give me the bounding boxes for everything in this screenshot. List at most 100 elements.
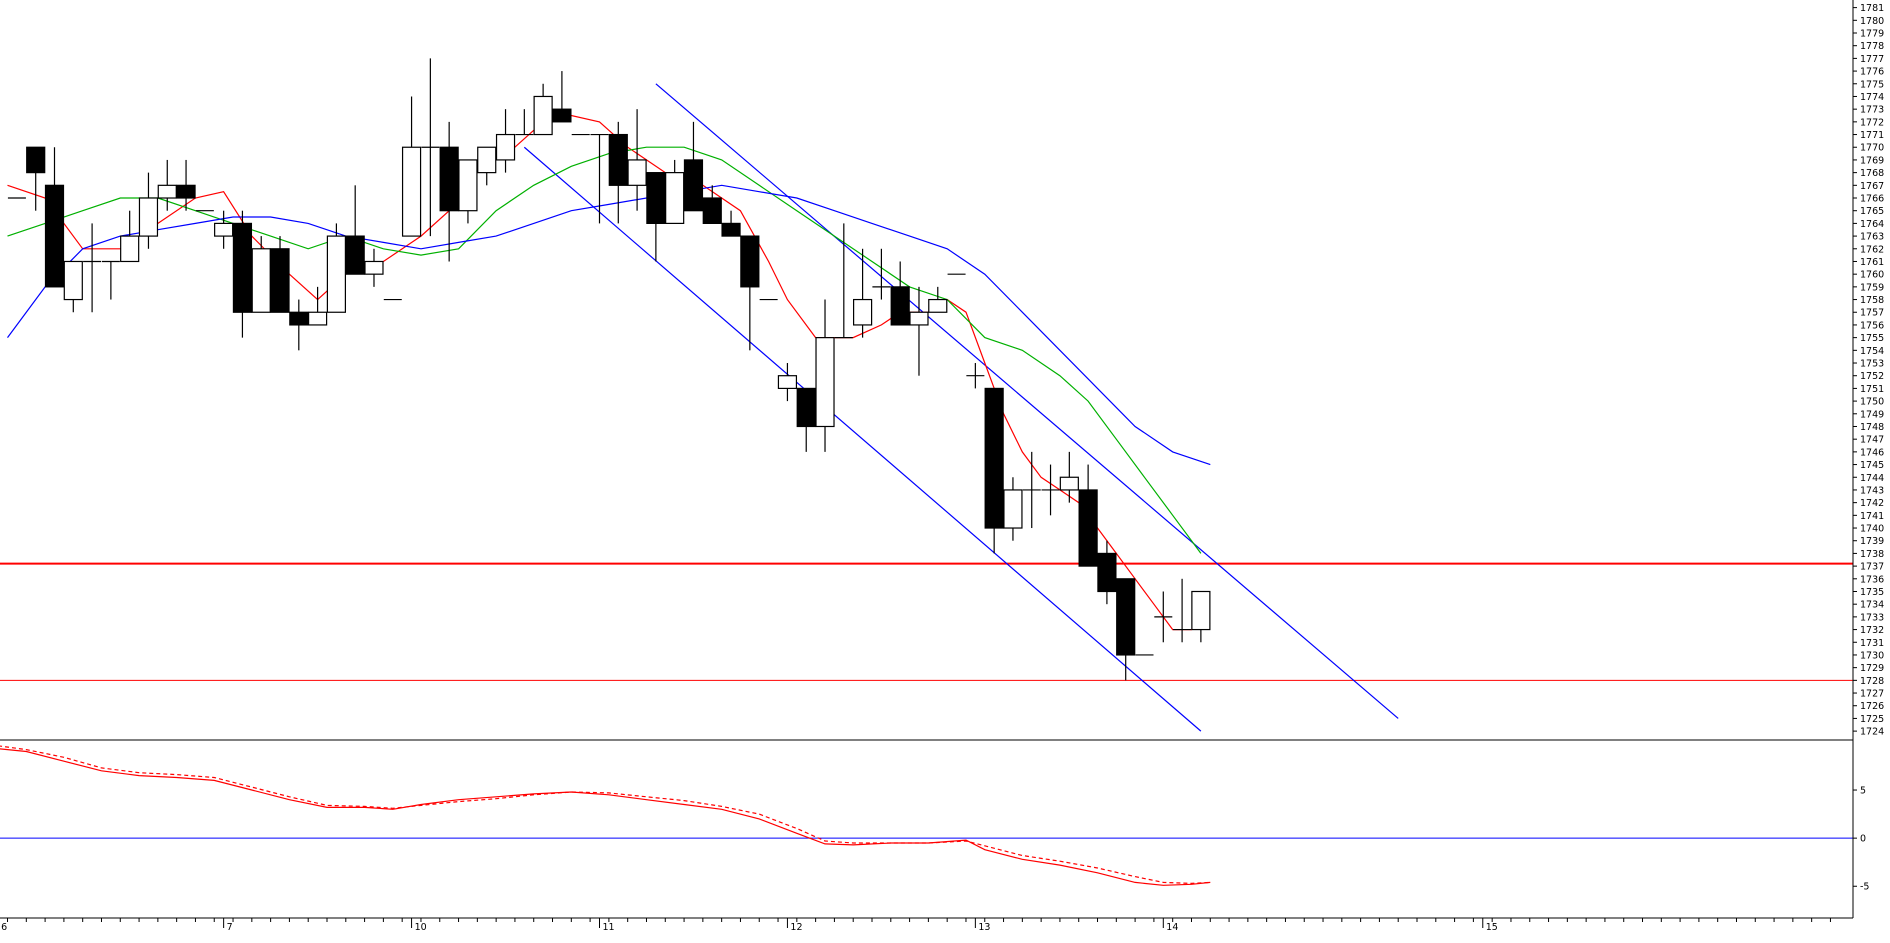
candle-body <box>63 260 83 301</box>
price-axis-label: 1726 <box>1860 701 1884 712</box>
price-axis-label: 1770 <box>1860 143 1884 154</box>
price-axis-label: 1757 <box>1860 308 1884 319</box>
moving-average-line <box>7 184 1211 466</box>
price-axis-label: 1761 <box>1860 257 1884 268</box>
candle <box>214 210 234 249</box>
price-axis-label: 1734 <box>1860 600 1884 611</box>
price-axis-label: 1728 <box>1860 676 1884 687</box>
price-axis-label: 1741 <box>1860 511 1884 522</box>
price-axis-label: 1772 <box>1860 117 1884 128</box>
candle <box>326 223 346 313</box>
candle-body <box>853 298 873 326</box>
candle-body <box>1097 552 1117 593</box>
candle <box>740 235 760 351</box>
price-axis-label: 1725 <box>1860 714 1884 725</box>
candle-body <box>533 95 553 136</box>
price-axis-label: 1745 <box>1860 460 1884 471</box>
price-axis-label: 1749 <box>1860 409 1884 420</box>
candle <box>590 133 609 224</box>
candle <box>439 121 459 262</box>
candle-body <box>364 260 384 275</box>
candle-body <box>721 222 741 237</box>
price-axis-label: 1752 <box>1860 371 1884 382</box>
candle-body <box>232 222 253 313</box>
price-axis-label: 1739 <box>1860 536 1884 547</box>
candle <box>552 71 572 123</box>
candle <box>872 248 891 300</box>
candle <box>44 147 65 288</box>
price-axis-label: 1751 <box>1860 384 1884 395</box>
price-axis-label: 1760 <box>1860 270 1884 281</box>
candle-body <box>401 146 422 237</box>
time-axis-label: 7 <box>227 922 233 933</box>
candle <box>364 248 384 287</box>
price-axis-label: 1735 <box>1860 587 1884 598</box>
price-axis-label: 1746 <box>1860 447 1884 458</box>
price-axis-label: 1750 <box>1860 397 1884 408</box>
candle-body <box>1003 489 1023 529</box>
time-axis-label: 6 <box>1 922 7 933</box>
candle <box>1116 578 1136 681</box>
candle <box>1154 591 1173 643</box>
candle <box>721 210 741 237</box>
candle <box>665 159 685 224</box>
candle-body <box>439 146 459 212</box>
price-axis-label: 1776 <box>1860 67 1884 78</box>
candle <box>138 172 159 249</box>
candle-body <box>270 248 290 313</box>
candle-body <box>214 222 234 237</box>
candle <box>834 223 853 339</box>
price-axis-label: 1773 <box>1860 105 1884 116</box>
candle <box>458 159 478 224</box>
candle <box>495 109 516 173</box>
candle <box>270 236 290 313</box>
candle-body <box>928 298 948 313</box>
trend-channel-line <box>655 83 1399 719</box>
candle-body <box>120 235 140 263</box>
oscillator-pane <box>0 745 1853 886</box>
candle <box>26 146 46 211</box>
price-axis-label: 1732 <box>1860 625 1884 636</box>
candle-body <box>289 311 309 326</box>
candle <box>401 96 422 237</box>
candle-body <box>890 286 910 326</box>
price-axis-label: 1780 <box>1860 16 1884 27</box>
candle <box>1173 578 1192 643</box>
candle <box>928 286 948 313</box>
price-axis-label: 1727 <box>1860 689 1884 700</box>
candle <box>533 83 553 136</box>
candle <box>646 172 666 262</box>
oscillator-axis-label: 0 <box>1860 834 1866 845</box>
candle-body <box>909 311 929 326</box>
candle <box>984 387 1004 554</box>
candle <box>702 185 722 224</box>
candle <box>1041 464 1060 516</box>
candle-body <box>157 184 177 199</box>
candle-body <box>458 159 478 212</box>
candle <box>251 236 271 313</box>
candle-body <box>984 387 1004 529</box>
candle <box>853 248 873 338</box>
candle <box>1078 464 1098 567</box>
candle <box>1097 540 1117 605</box>
candle <box>815 299 835 452</box>
candle-body <box>796 387 816 428</box>
candle-body <box>345 235 365 275</box>
candle-body <box>1078 489 1098 567</box>
candle <box>176 159 196 211</box>
oscillator-axis-label: -5 <box>1860 882 1869 893</box>
price-axis-label: 1767 <box>1860 181 1884 192</box>
candle <box>515 109 534 136</box>
candle-body <box>740 235 760 288</box>
price-axis-label: 1771 <box>1860 130 1884 141</box>
candle <box>1059 451 1079 503</box>
price-axis-label: 1778 <box>1860 41 1884 52</box>
trend-channel-line <box>523 146 1202 732</box>
candle-body <box>326 235 346 313</box>
price-axis-label: 1738 <box>1860 549 1884 560</box>
price-axis-label: 1758 <box>1860 295 1884 306</box>
time-axis-label: 15 <box>1486 922 1498 933</box>
price-axis-label: 1737 <box>1860 562 1884 573</box>
price-axis-label: 1742 <box>1860 498 1884 509</box>
